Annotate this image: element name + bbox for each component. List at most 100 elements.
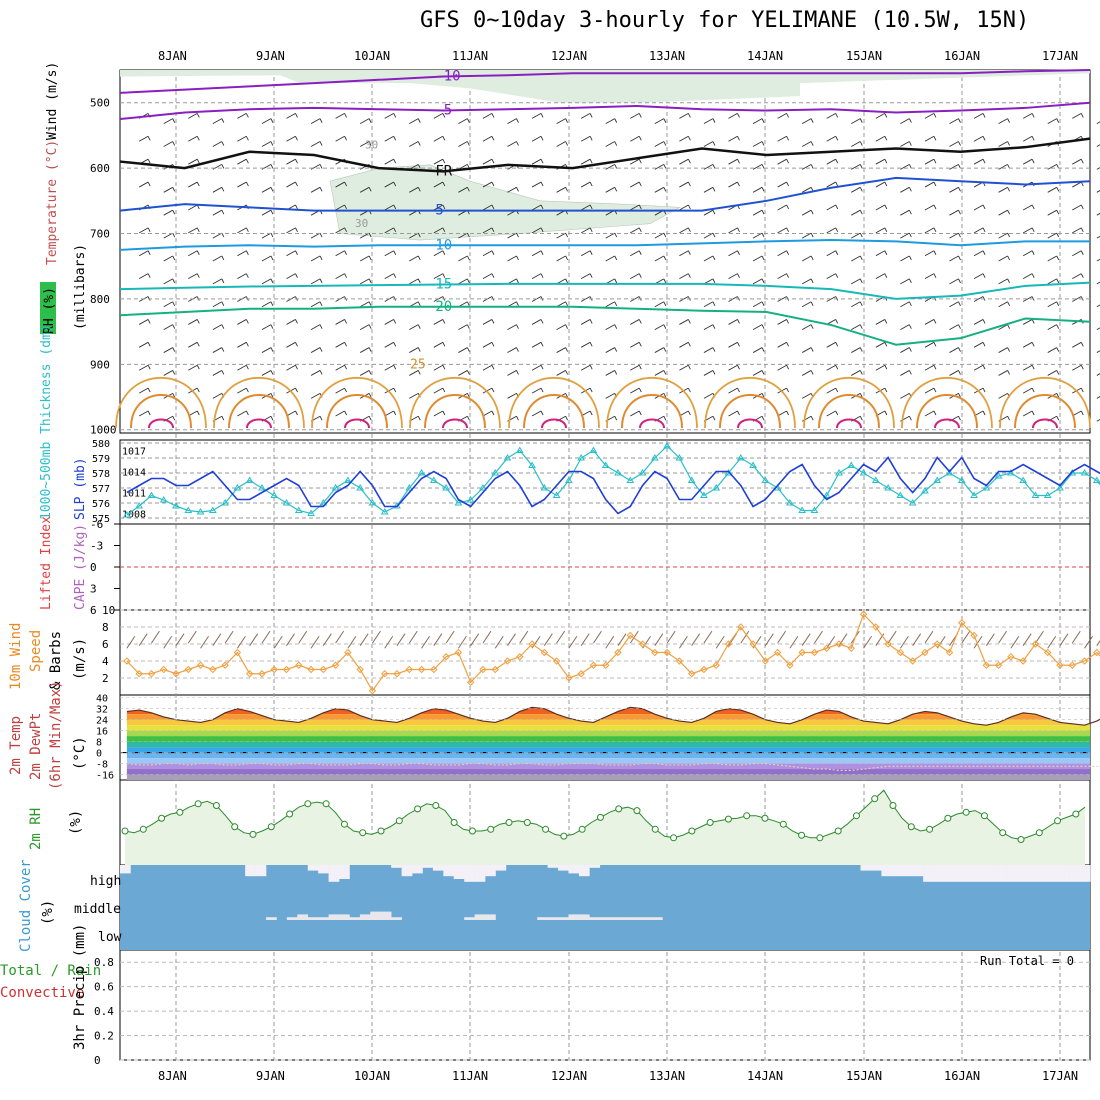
- rh-point: [1035, 829, 1043, 837]
- wind-barb-flag: [1056, 301, 1060, 306]
- wind10-barb: [789, 635, 799, 649]
- wind-barb: [310, 278, 321, 285]
- warm-contour-25: [606, 377, 698, 429]
- wind-barb: [409, 324, 419, 331]
- wind-barb: [630, 204, 640, 211]
- wind10-barb: [912, 633, 922, 646]
- wind-barb: [777, 204, 787, 211]
- wind-barb: [973, 204, 984, 211]
- cloud-high-clear: [1037, 865, 1049, 882]
- wind-barb: [212, 141, 223, 147]
- wind-barb: [335, 250, 345, 257]
- wind-barb-flag: [393, 319, 397, 324]
- wind-speed-point: [982, 661, 991, 669]
- wind-barb: [703, 324, 714, 331]
- wind-barb-flag: [884, 181, 888, 187]
- thickness-tick: 575: [92, 514, 110, 525]
- wind-barb-flag: [958, 187, 961, 192]
- temp-bands: [126, 707, 1090, 780]
- thickness-point: [258, 484, 266, 491]
- wind-barb-flag: [810, 141, 814, 146]
- thickness-tick: 577: [92, 484, 110, 495]
- wind-barb-flag: [540, 113, 544, 118]
- ylabel-speed: Speed: [28, 630, 44, 672]
- wind-barb-flag: [958, 393, 961, 398]
- wind10-barb: [261, 630, 271, 644]
- rh-point: [1017, 836, 1025, 843]
- rh-point: [578, 825, 586, 833]
- wind-barb: [703, 347, 714, 353]
- wind-barb-flag: [589, 387, 593, 393]
- wind-barb: [1096, 167, 1100, 170]
- wind-barb: [728, 181, 738, 188]
- wind10-barb: [396, 633, 406, 646]
- wind-barb: [605, 301, 615, 308]
- wind-barb-flag: [393, 158, 397, 164]
- wind-speed-point: [1056, 661, 1064, 669]
- wind-tick: 4: [102, 655, 109, 668]
- wind-barb: [384, 227, 394, 234]
- wind-barb-flag: [540, 273, 544, 278]
- wind10-barb: [359, 633, 369, 646]
- wind-barb: [851, 255, 861, 262]
- wind-barb-flag: [442, 250, 446, 255]
- rh-contour-label: 30: [365, 138, 378, 151]
- wind-barb-flag: [368, 232, 372, 238]
- ylabel-cape: CAPE (J/kg): [73, 524, 88, 610]
- wind-barb: [188, 227, 198, 234]
- ylabel-wind: Wind (m/s): [45, 62, 60, 140]
- wind-barb-flag: [1031, 273, 1035, 278]
- wind-barb: [801, 209, 812, 216]
- wind-barb: [286, 341, 296, 348]
- cloud-middle-clear: [318, 917, 329, 920]
- thickness-point: [1080, 469, 1089, 476]
- wind-barb-flag: [295, 387, 298, 393]
- wind-barb-flag: [295, 204, 298, 210]
- wind-barb: [1096, 190, 1100, 193]
- wind-barb-flag: [712, 255, 716, 261]
- wind-barb: [998, 141, 1008, 147]
- wind-barb-flag: [859, 209, 863, 215]
- wind-barb-flag: [221, 324, 225, 329]
- wind-speed-point: [295, 661, 303, 669]
- wind-barb: [163, 347, 173, 353]
- wind-barb-flag: [1056, 278, 1060, 284]
- wind-barb-flag: [417, 255, 421, 261]
- wind-barb: [310, 255, 321, 262]
- temp-band: [126, 747, 1090, 753]
- cloud-high-clear: [954, 865, 966, 882]
- wind-barb-flag: [245, 181, 249, 187]
- wind-barb: [433, 113, 444, 119]
- cloud-high-clear: [996, 865, 1007, 882]
- thickness-point: [552, 491, 561, 498]
- wind-barb: [237, 250, 247, 257]
- wind-barb: [163, 255, 173, 262]
- wind-barb: [1047, 324, 1057, 331]
- wind-barb: [433, 250, 444, 257]
- hot-contour: [639, 418, 665, 429]
- wind10-barb: [580, 633, 590, 646]
- wind-barb: [654, 118, 665, 125]
- wind-barb-flag: [737, 365, 740, 370]
- thickness-point: [957, 476, 966, 483]
- panel-frame-precip: [119, 949, 1091, 1061]
- wind-barb: [1022, 296, 1033, 302]
- date-label-top: 12JAN: [551, 49, 587, 63]
- wind-barb-flag: [835, 387, 839, 393]
- wind-barb: [1072, 273, 1082, 280]
- wind-barb: [728, 364, 738, 371]
- wind-barb: [310, 301, 321, 308]
- wind-speed-point: [147, 670, 156, 678]
- cloud-middle-clear: [391, 917, 402, 920]
- wind-barb-flag: [1056, 416, 1060, 421]
- wind-barb-flag: [344, 181, 348, 187]
- wind-barb: [1022, 341, 1033, 348]
- wind-barb-flag: [442, 410, 446, 416]
- thickness-point: [515, 446, 524, 453]
- wind-speed-point: [466, 678, 475, 686]
- panel-frame-slp: [119, 439, 1091, 525]
- wind-barb-flag: [835, 181, 839, 187]
- wind10-barb: [126, 635, 136, 649]
- thickness-point: [761, 476, 770, 483]
- temp-band: [126, 725, 1090, 731]
